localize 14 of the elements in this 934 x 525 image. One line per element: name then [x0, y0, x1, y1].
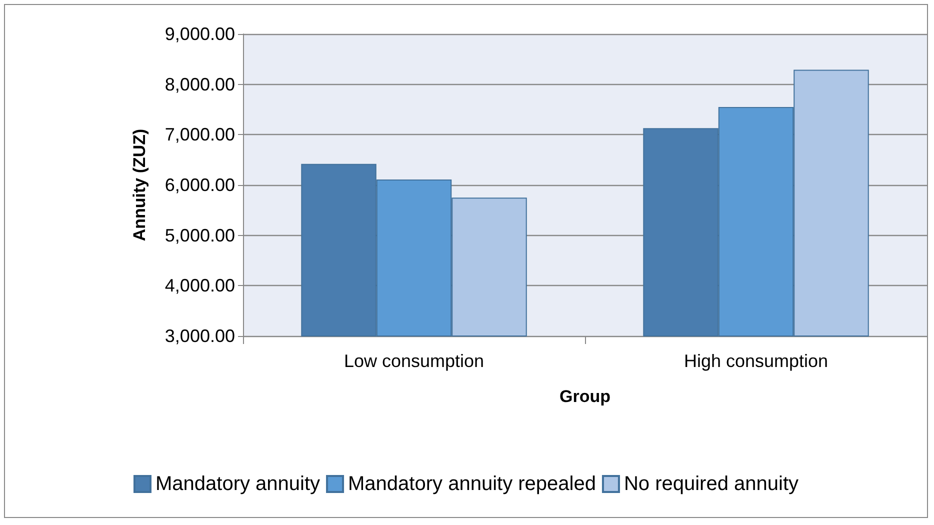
y-tick-label: 3,000.00	[164, 326, 235, 346]
y-tick-label: 7,000.00	[164, 124, 235, 145]
legend-label: Mandatory annuity	[155, 473, 320, 495]
y-tick-label: 6,000.00	[164, 175, 235, 195]
y-axis-title: Annuity (ZUZ)	[130, 128, 149, 242]
y-tick-label: 5,000.00	[164, 225, 235, 246]
y-tick-label: 8,000.00	[164, 74, 235, 94]
x-axis-title: Group	[560, 387, 610, 406]
x-tick-label: High consumption	[684, 351, 828, 371]
x-tick-label: Low consumption	[344, 351, 484, 371]
y-tick-label: 4,000.00	[164, 276, 235, 296]
legend-label: Mandatory annuity repealed	[348, 473, 596, 495]
y-tick-label: 9,000.00	[164, 24, 235, 44]
legend-label: No required annuity	[624, 473, 799, 495]
